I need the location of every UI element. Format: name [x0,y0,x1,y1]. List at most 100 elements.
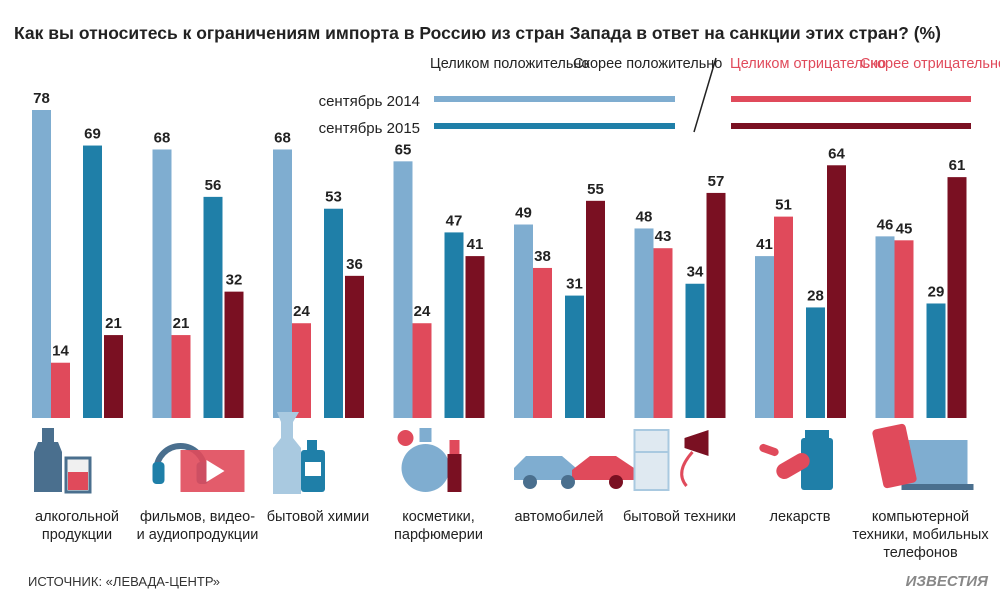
category-label: лекарств [770,509,831,525]
category-label: бытовой химии [267,509,370,525]
headphones-video-icon [152,443,245,492]
bar-6-series-4 [706,192,726,418]
bar-value-label: 65 [395,141,412,158]
category-label: телефонов [883,545,958,561]
legend-entry-fully-positive: Целиком положительно [430,56,590,72]
category-label: и аудиопродукции [137,527,259,543]
bar-value-label: 21 [173,315,190,332]
category-label: бытовой техники [623,509,736,525]
legend-row-label-2015: сентябрь 2015 [319,120,420,137]
pills-icon [759,430,833,490]
bar-2-series-3 [203,196,223,418]
bar-2-series-1 [152,149,172,418]
bar-4-series-2 [412,323,432,418]
category-label: косметики, [402,509,475,525]
bar-2-series-2 [171,335,191,418]
bar-1-series-2 [51,362,70,418]
bar-value-label: 69 [84,126,101,143]
bar-3-series-1 [273,149,292,418]
brand-logo: ИЗВЕСТИЯ [906,573,989,590]
bar-value-label: 48 [636,208,653,225]
perfume-lipstick-icon [397,428,462,492]
fridge-hairdryer-icon [633,429,709,491]
bar-6-series-3 [685,283,705,418]
bar-value-label: 56 [205,177,222,194]
bar-value-label: 21 [105,315,122,332]
bar-7-series-1 [755,256,774,418]
bar-value-label: 61 [949,157,966,174]
category-label: парфюмерии [394,527,483,543]
bar-value-label: 36 [346,256,363,273]
icons-layer [34,412,974,494]
bar-5-series-2 [533,267,552,418]
legend-entry-rather-positive: Скорее положительно [573,56,722,72]
legend-swatch-positive-2015 [434,123,675,129]
chart-title: Как вы относитесь к ограничениям импорта… [14,23,941,43]
bar-3-series-3 [324,208,343,418]
bar-8-series-2 [894,240,914,418]
category-labels-layer: алкогольной продукции фильмов, видео-и ауд… [35,509,989,561]
bar-value-label: 57 [708,173,725,190]
category-label: продукции [42,527,112,543]
legend-divider [693,57,717,133]
bar-value-label: 45 [896,220,913,237]
legend-swatch-positive-2014 [434,96,675,102]
bar-value-label: 38 [534,248,551,265]
bar-value-label: 28 [807,287,824,304]
bar-value-label: 49 [515,205,532,222]
bar-value-label: 51 [775,197,792,214]
bar-5-series-3 [565,295,584,418]
bar-8-series-4 [947,177,967,418]
legend-swatch-negative-2015 [731,123,971,129]
category-label: фильмов, видео- [140,509,255,525]
bar-7-series-4 [827,165,846,418]
category-label: алкогольной [35,509,119,525]
bar-value-label: 64 [828,145,845,162]
bar-value-label: 41 [756,236,773,253]
bottle-glass-icon [34,428,92,494]
bar-value-label: 34 [687,264,704,281]
bar-value-label: 41 [467,236,484,253]
bar-value-label: 32 [226,272,243,289]
bar-6-series-2 [653,248,673,418]
bar-2-series-4 [224,291,244,418]
bar-8-series-1 [875,236,895,418]
bar-1-series-3 [83,145,102,419]
bar-7-series-3 [806,307,825,418]
legend-row-label-2014: сентябрь 2014 [319,93,420,110]
category-label: автомобилей [514,509,603,525]
bar-value-label: 31 [566,276,583,293]
bar-value-label: 29 [928,283,945,300]
bar-value-label: 47 [446,212,463,229]
bar-7-series-2 [774,216,793,418]
bar-1-series-1 [32,110,51,418]
legend: Целиком положительно Скорее положительно… [319,56,1000,137]
category-label: техники, мобильных [852,527,989,543]
bar-value-label: 24 [293,303,310,320]
category-label: компьютерной [872,509,969,525]
legend-swatch-negative-2014 [731,96,971,102]
bar-4-series-3 [444,232,464,418]
bar-value-label: 53 [325,189,342,206]
bar-4-series-1 [393,161,413,419]
bar-value-label: 14 [52,343,69,360]
bar-value-label: 68 [154,129,171,146]
bar-4-series-4 [465,256,485,418]
bar-6-series-1 [634,228,654,418]
bar-value-label: 43 [655,228,672,245]
bar-value-label: 46 [877,216,894,233]
bar-8-series-3 [926,303,946,418]
bar-3-series-2 [292,323,311,418]
car-icon [514,456,634,489]
source-note: ИСТОЧНИК: «ЛЕВАДА-ЦЕНТР» [28,574,220,589]
bar-value-label: 68 [274,129,291,146]
bar-value-label: 78 [33,90,50,107]
bar-5-series-4 [586,200,605,418]
phone-laptop-icon [872,423,974,490]
bar-3-series-4 [345,275,364,418]
bar-value-label: 55 [587,181,604,198]
bar-1-series-4 [104,335,123,418]
legend-entry-fully-negative: Целиком отрицательно [730,56,886,72]
